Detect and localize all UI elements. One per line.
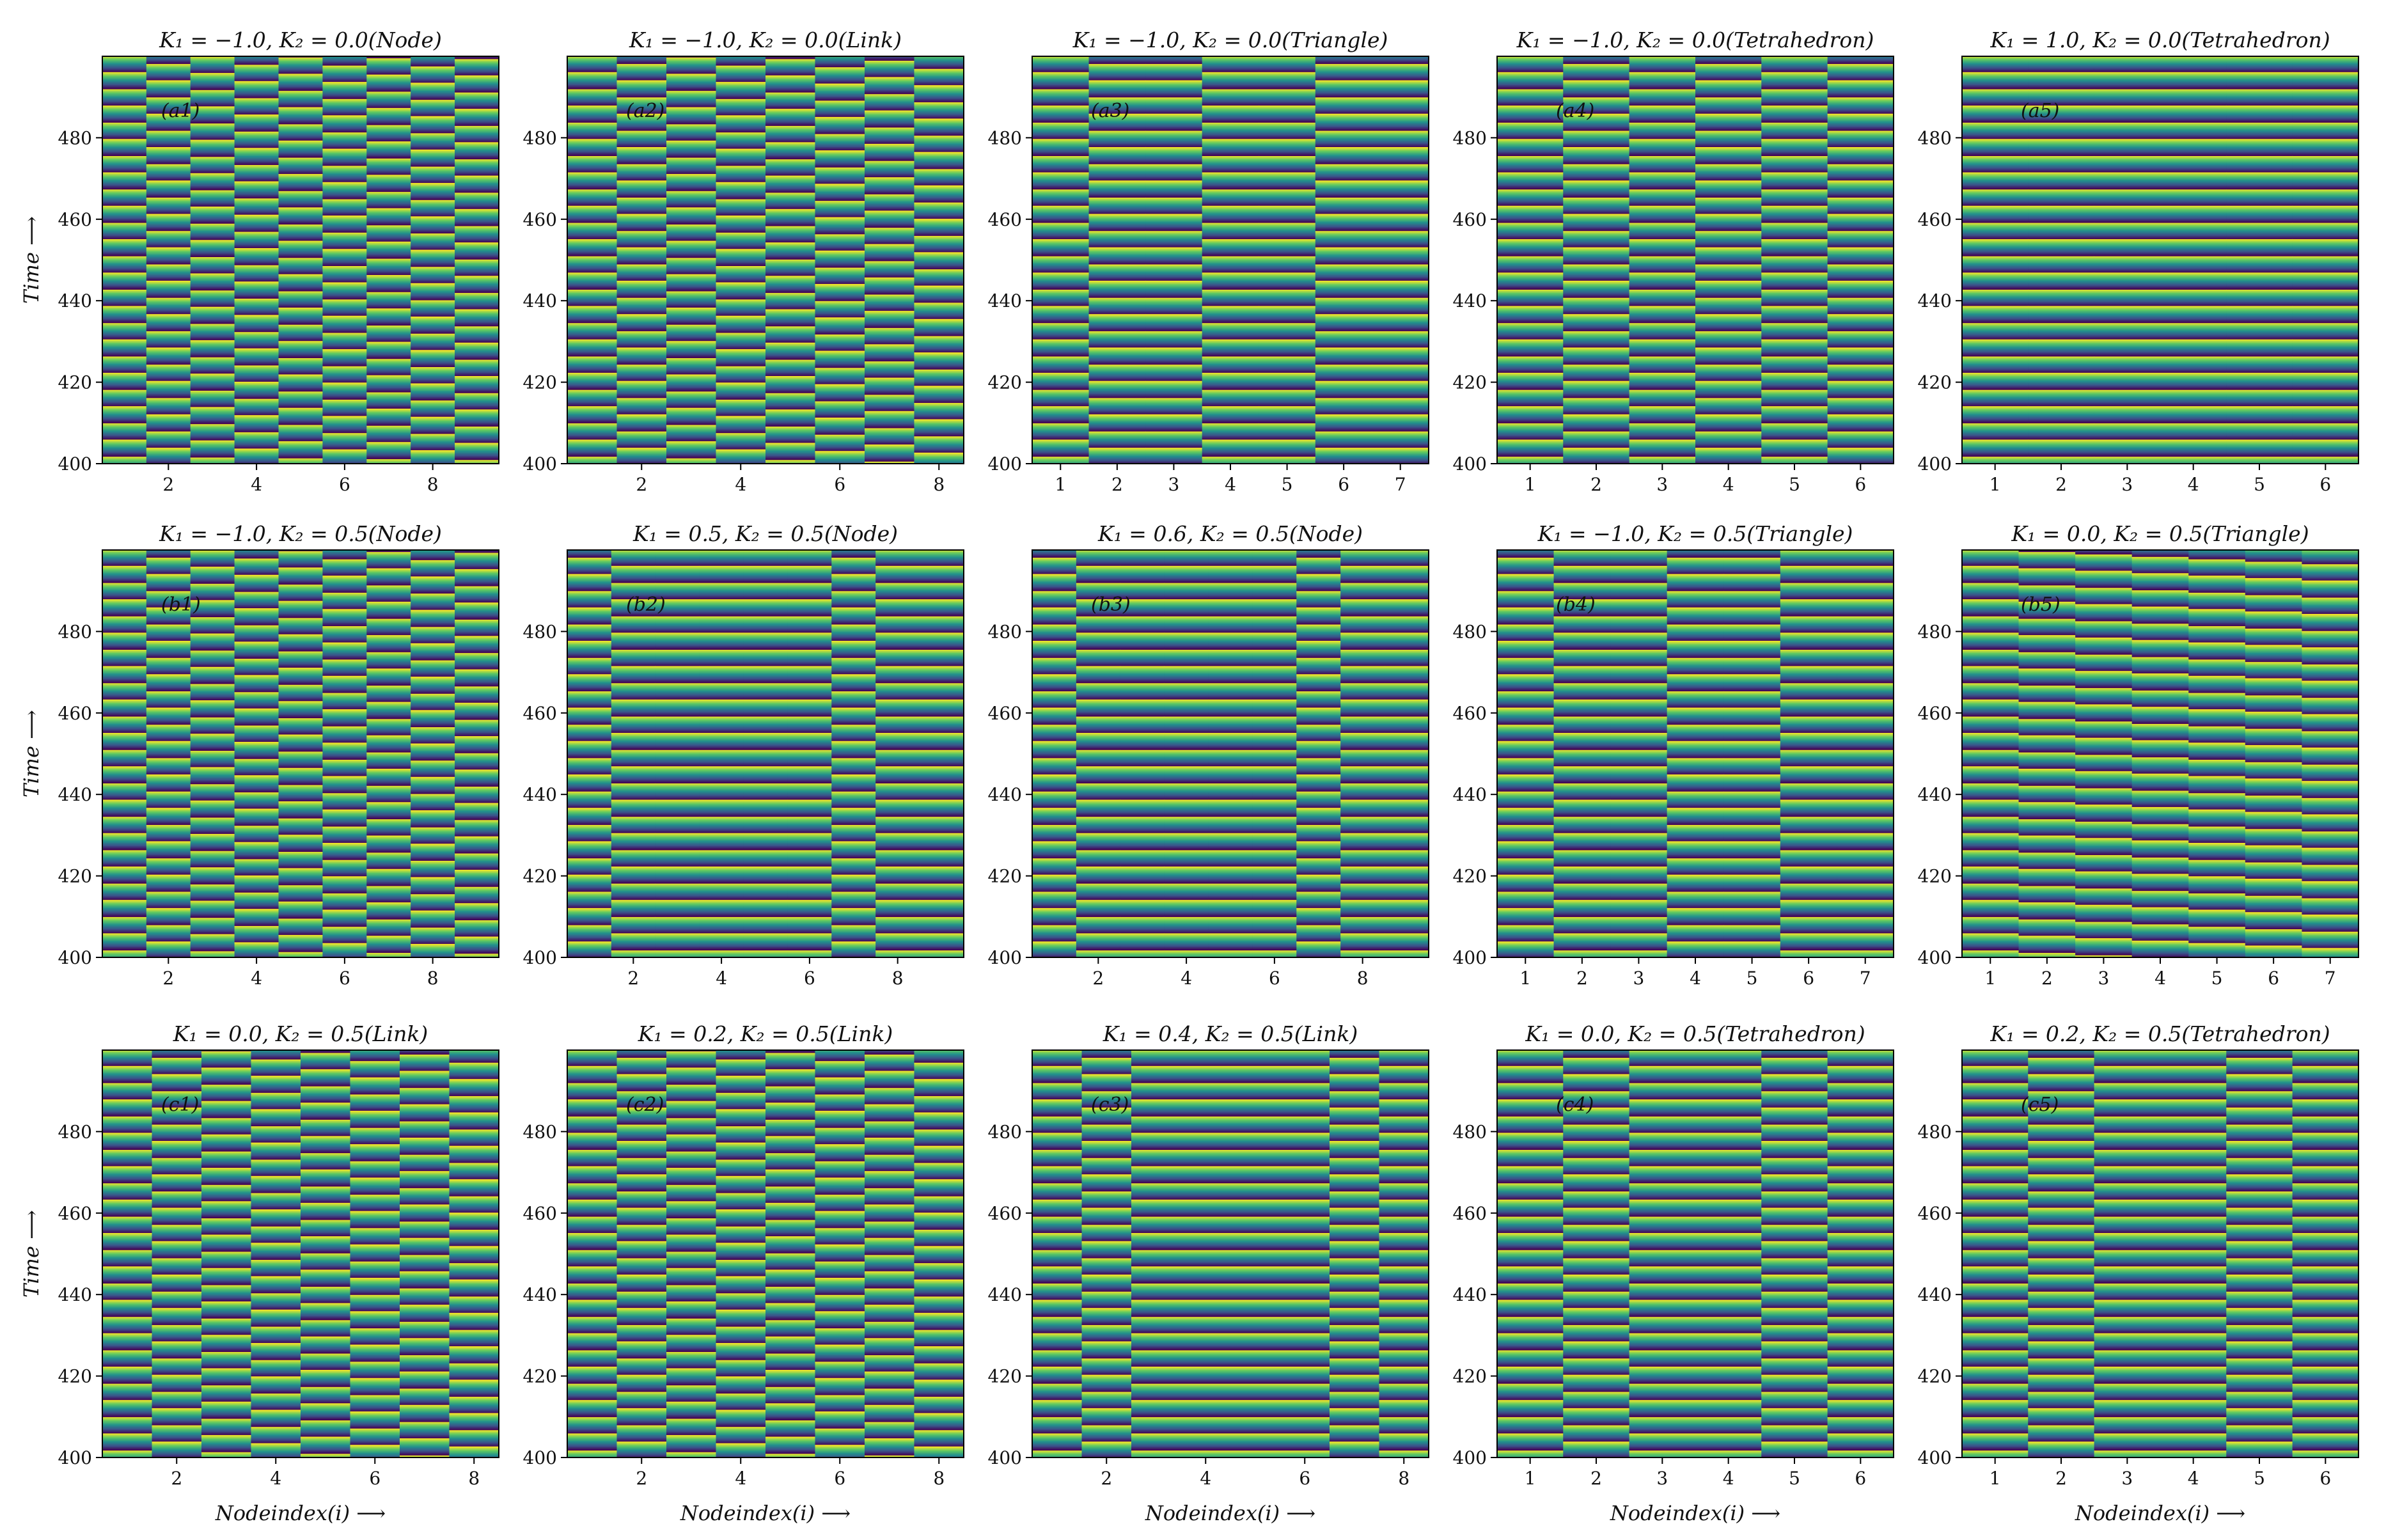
panel-a1: K₁ = −1.0, K₂ = 0.0(Node)400420440460480… [19, 28, 499, 495]
panel-title: K₁ = −1.0, K₂ = 0.0(Node) [159, 28, 442, 52]
